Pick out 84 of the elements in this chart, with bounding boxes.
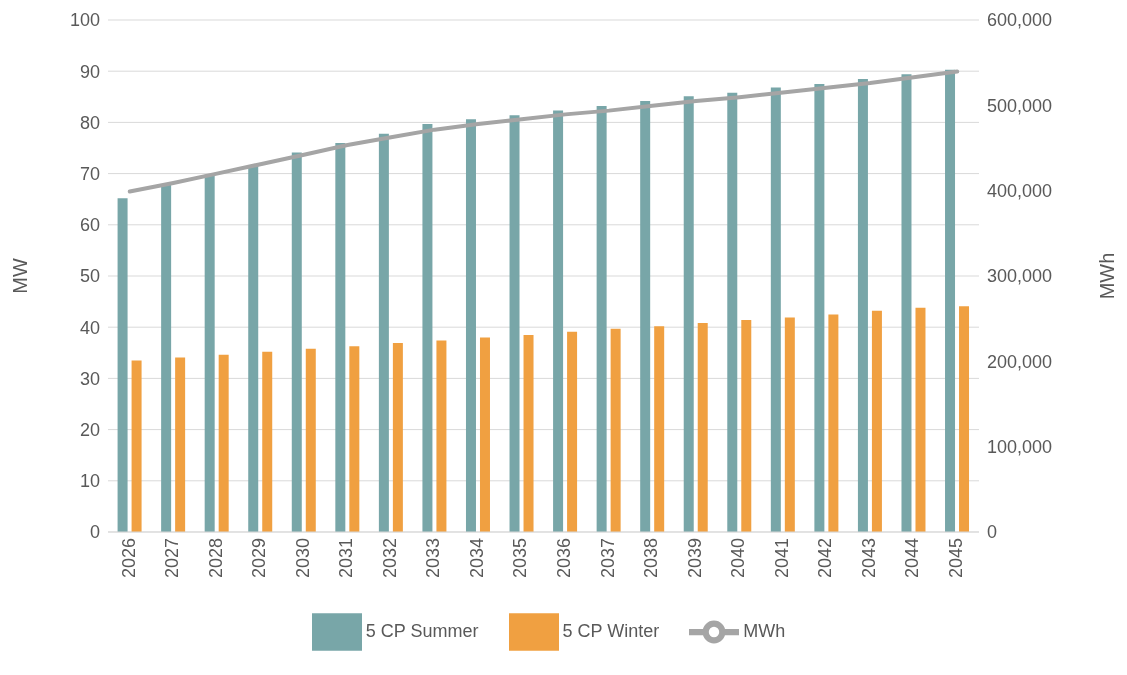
bar (610, 328, 621, 532)
bar (727, 92, 738, 532)
bar (741, 320, 752, 532)
y-axis-title: MW (9, 258, 32, 294)
x-tick-label: 2040 (728, 538, 749, 579)
bar (523, 334, 534, 532)
bar (465, 119, 476, 532)
y-tick-label: 40 (79, 317, 100, 338)
bar (857, 78, 868, 532)
bar (248, 164, 259, 532)
bar (161, 184, 172, 532)
bar (479, 337, 490, 532)
bar (335, 142, 346, 532)
bar (871, 310, 882, 532)
bar (697, 323, 708, 532)
y2-axis-title: MWh (1096, 252, 1119, 300)
x-tick-label: 2043 (858, 538, 879, 579)
legend-label: 5 CP Summer (365, 620, 479, 641)
y2-tick-label: 200,000 (987, 351, 1053, 372)
y2-tick-label: 100,000 (987, 437, 1053, 458)
bar (770, 87, 781, 532)
bar (596, 106, 607, 532)
bar (436, 340, 447, 532)
bar (654, 326, 665, 532)
bar (392, 343, 403, 532)
x-tick-label: 2042 (815, 538, 836, 579)
bar (291, 152, 302, 532)
legend-label: MWh (743, 620, 786, 641)
y-tick-label: 20 (79, 419, 100, 440)
y-tick-label: 50 (79, 266, 100, 287)
y2-tick-label: 400,000 (987, 181, 1053, 202)
bar (945, 69, 956, 532)
bar (378, 133, 389, 532)
y-tick-label: 10 (79, 471, 100, 492)
y2-tick-label: 300,000 (987, 266, 1053, 287)
x-tick-label: 2041 (771, 538, 792, 579)
y-tick-label: 80 (79, 112, 100, 133)
y-tick-label: 70 (79, 163, 100, 184)
x-tick-label: 2030 (292, 538, 313, 579)
x-tick-label: 2028 (205, 538, 226, 579)
bar (117, 198, 128, 532)
y-tick-label: 60 (79, 215, 100, 236)
x-tick-label: 2038 (641, 538, 662, 579)
bar (218, 354, 229, 532)
x-tick-label: 2031 (336, 538, 357, 579)
bar (828, 314, 839, 532)
x-tick-label: 2039 (684, 538, 705, 579)
bar (305, 348, 316, 532)
x-tick-label: 2032 (379, 538, 400, 579)
x-tick-label: 2033 (423, 538, 444, 579)
bar (175, 357, 186, 532)
y2-tick-label: 500,000 (987, 95, 1053, 116)
bar (814, 84, 825, 532)
bar (422, 123, 433, 532)
x-tick-label: 2026 (118, 538, 139, 579)
bar (683, 96, 694, 532)
x-tick-label: 2045 (946, 538, 967, 579)
bar (553, 110, 564, 532)
legend-label: 5 CP Winter (562, 620, 660, 641)
bar (509, 115, 520, 532)
y-tick-label: 100 (69, 10, 100, 31)
x-tick-label: 2044 (902, 538, 923, 579)
x-tick-label: 2034 (466, 538, 487, 579)
bar (901, 74, 912, 532)
bar (784, 317, 795, 532)
y-tick-label: 30 (79, 368, 100, 389)
x-tick-label: 2037 (597, 538, 618, 579)
y2-tick-label: 600,000 (987, 10, 1053, 31)
bar (262, 351, 273, 532)
bar (959, 306, 970, 532)
x-tick-label: 2036 (554, 538, 575, 579)
x-tick-label: 2027 (162, 538, 183, 579)
y-tick-label: 0 (89, 522, 100, 543)
x-tick-label: 2029 (249, 538, 270, 579)
bar (131, 360, 142, 532)
y-tick-label: 90 (79, 61, 100, 82)
line-series (127, 69, 960, 194)
bar (915, 307, 926, 532)
bar (567, 331, 578, 532)
x-tick-label: 2035 (510, 538, 531, 579)
bar (204, 174, 215, 532)
y2-tick-label: 0 (987, 522, 998, 543)
bar (640, 100, 651, 532)
bar (349, 346, 360, 532)
